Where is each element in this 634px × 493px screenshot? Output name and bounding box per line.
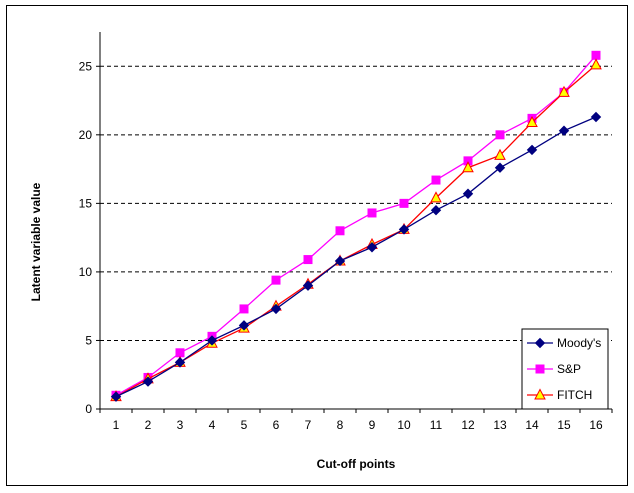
x-tick-label-4: 4 <box>209 418 216 432</box>
x-tick-label-2: 2 <box>145 418 152 432</box>
data-point <box>590 58 602 70</box>
legend-marker <box>534 337 546 349</box>
legend-marker <box>534 388 546 400</box>
legend-entry: FITCH <box>527 388 592 402</box>
y-tick-label-5: 5 <box>85 333 92 347</box>
x-tick-label-1: 1 <box>113 418 120 432</box>
data-point <box>399 198 409 208</box>
y-axis-title: Latent variable value <box>29 182 43 301</box>
data-point <box>175 348 185 358</box>
data-point <box>174 357 186 368</box>
x-tick-label-3: 3 <box>177 418 184 432</box>
data-point <box>206 335 218 346</box>
series-line <box>115 64 597 398</box>
data-point <box>142 376 154 387</box>
data-point <box>494 148 506 160</box>
data-point <box>334 255 346 267</box>
x-tick-label-9: 9 <box>369 418 376 432</box>
series-layer <box>110 50 602 402</box>
x-tick-label-11: 11 <box>430 418 443 432</box>
data-point <box>238 320 250 331</box>
series-line <box>115 116 597 398</box>
x-tick-label-12: 12 <box>461 418 475 432</box>
y-tick-label-0: 0 <box>85 402 92 416</box>
legend-label: FITCH <box>557 388 592 402</box>
data-point <box>303 255 313 265</box>
data-point <box>335 226 345 236</box>
legend: Moody's S&P FITCH <box>521 328 609 410</box>
data-point <box>398 224 410 235</box>
y-tick-label-15: 15 <box>79 196 93 210</box>
data-point <box>430 191 442 203</box>
data-point <box>591 50 601 60</box>
data-point <box>558 85 570 97</box>
data-point <box>590 111 602 123</box>
data-point <box>110 391 122 402</box>
x-tick-label-14: 14 <box>525 418 539 432</box>
data-point <box>367 208 377 218</box>
data-point <box>495 130 505 140</box>
series-line <box>115 54 597 396</box>
x-tick-label-6: 6 <box>273 418 280 432</box>
data-point <box>366 242 378 253</box>
x-tick-label-16: 16 <box>589 418 603 432</box>
x-tick-label-8: 8 <box>337 418 344 432</box>
data-point <box>526 144 538 156</box>
x-tick-label-7: 7 <box>305 418 312 432</box>
data-point <box>462 161 474 173</box>
data-point <box>494 162 506 173</box>
data-point <box>526 115 538 127</box>
data-point <box>430 205 442 216</box>
x-axis-title: Cut-off points <box>317 457 396 471</box>
legend-label: S&P <box>557 362 581 376</box>
data-point <box>271 275 281 285</box>
data-point <box>239 304 249 314</box>
y-tick-label-25: 25 <box>79 59 93 73</box>
legend-marker <box>535 364 545 374</box>
legend-entry: Moody's <box>527 336 601 350</box>
legend-entry: S&P <box>527 362 581 376</box>
series-moody-s <box>110 111 602 402</box>
data-point <box>431 175 441 185</box>
x-tick-label-5: 5 <box>241 418 248 432</box>
y-tick-label-20: 20 <box>79 128 93 142</box>
grid <box>100 65 612 341</box>
data-point <box>270 303 282 315</box>
y-tick-label-10: 10 <box>79 265 93 279</box>
data-point <box>462 188 474 199</box>
data-point <box>302 280 314 291</box>
data-point <box>558 125 570 136</box>
x-tick-label-15: 15 <box>557 418 571 432</box>
x-tick-label-10: 10 <box>397 418 411 432</box>
legend-label: Moody's <box>557 336 601 350</box>
x-tick-label-13: 13 <box>493 418 507 432</box>
